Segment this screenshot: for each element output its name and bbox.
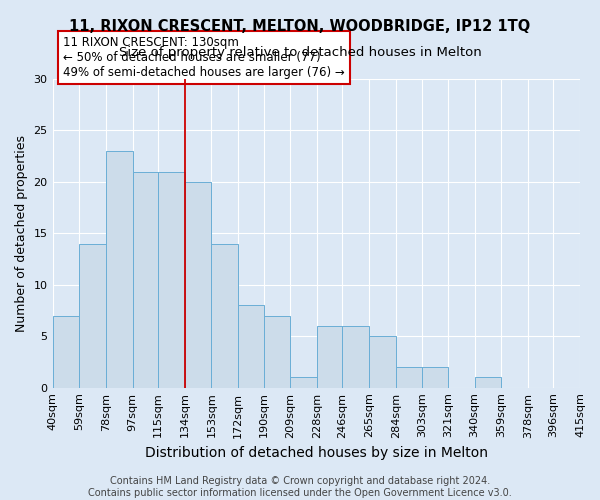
Bar — [133, 172, 158, 388]
Y-axis label: Number of detached properties: Number of detached properties — [15, 135, 28, 332]
Bar — [475, 378, 501, 388]
Text: 11, RIXON CRESCENT, MELTON, WOODBRIDGE, IP12 1TQ: 11, RIXON CRESCENT, MELTON, WOODBRIDGE, … — [70, 19, 530, 34]
Bar — [211, 244, 238, 388]
Text: Contains HM Land Registry data © Crown copyright and database right 2024.
Contai: Contains HM Land Registry data © Crown c… — [88, 476, 512, 498]
Bar — [106, 151, 133, 388]
X-axis label: Distribution of detached houses by size in Melton: Distribution of detached houses by size … — [145, 446, 488, 460]
Text: Size of property relative to detached houses in Melton: Size of property relative to detached ho… — [119, 46, 481, 59]
Bar — [158, 172, 185, 388]
Text: 11 RIXON CRESCENT: 130sqm
← 50% of detached houses are smaller (77)
49% of semi-: 11 RIXON CRESCENT: 130sqm ← 50% of detac… — [63, 36, 345, 79]
Bar — [263, 316, 290, 388]
Bar — [369, 336, 396, 388]
Bar — [79, 244, 106, 388]
Bar — [290, 378, 317, 388]
Bar — [185, 182, 211, 388]
Bar — [317, 326, 342, 388]
Bar — [422, 367, 448, 388]
Bar — [342, 326, 369, 388]
Bar — [396, 367, 422, 388]
Bar — [238, 306, 263, 388]
Bar — [53, 316, 79, 388]
